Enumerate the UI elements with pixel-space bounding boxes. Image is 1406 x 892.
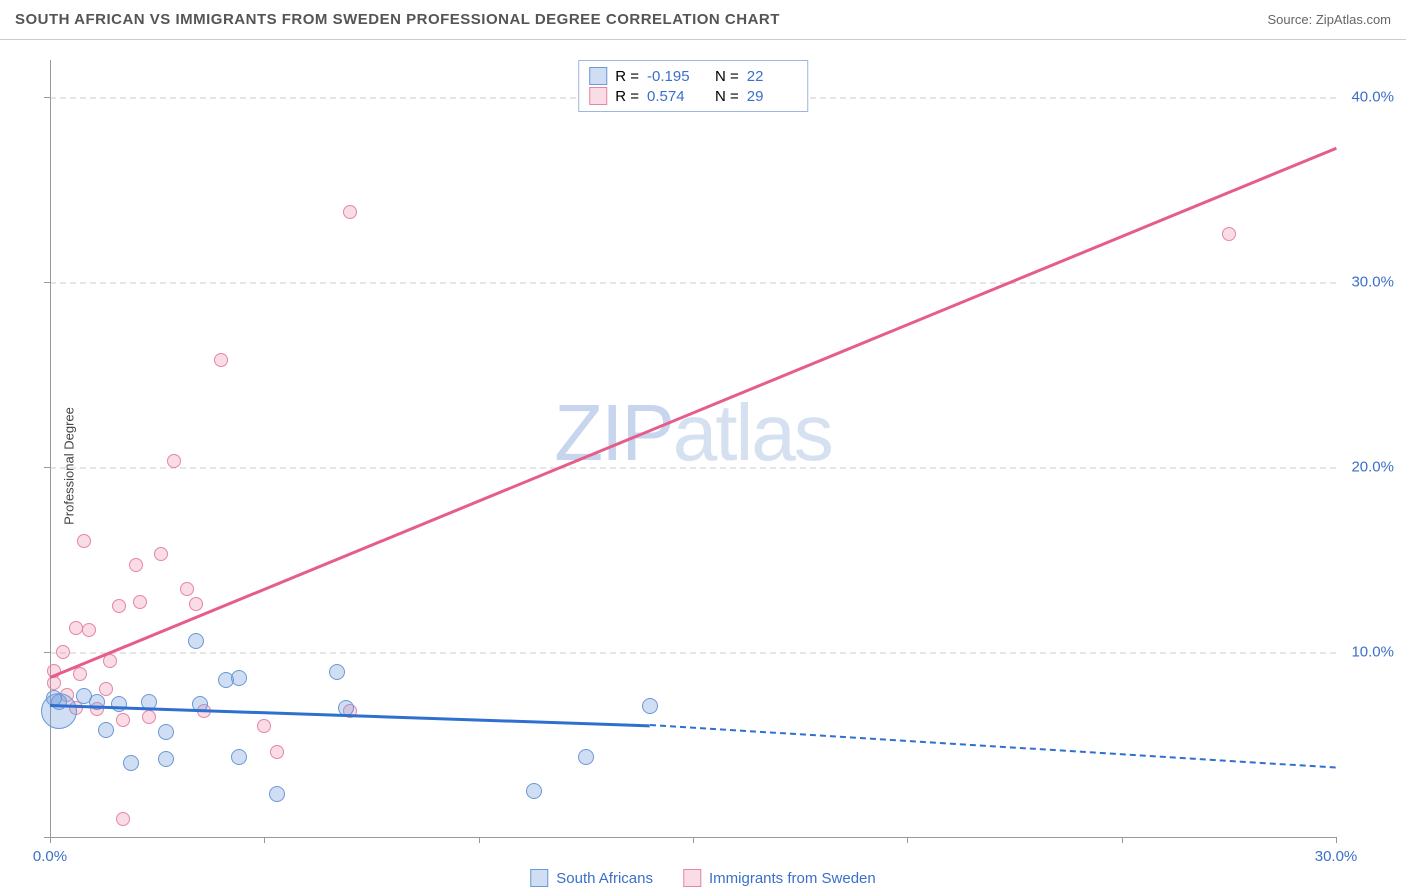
r-label: R =	[615, 68, 639, 85]
series-a-point	[578, 749, 594, 765]
trend-b-solid	[49, 147, 1336, 679]
series-b-point	[56, 645, 70, 659]
legend-item: South Africans	[530, 869, 653, 887]
y-tick	[44, 97, 50, 98]
y-tick-label: 30.0%	[1351, 274, 1394, 291]
y-tick-label: 20.0%	[1351, 459, 1394, 476]
x-tick	[907, 837, 908, 843]
x-tick	[1122, 837, 1123, 843]
source-attribution: Source: ZipAtlas.com	[1267, 12, 1391, 27]
series-a-point	[158, 751, 174, 767]
y-tick	[44, 467, 50, 468]
x-tick	[693, 837, 694, 843]
x-tick-label: 30.0%	[1315, 848, 1358, 865]
series-b-point	[214, 353, 228, 367]
series-a-point	[231, 749, 247, 765]
trend-a-dashed	[650, 724, 1336, 769]
series-a-point	[642, 698, 658, 714]
series-b-point	[69, 621, 83, 635]
series-b-point	[167, 454, 181, 468]
x-tick-label: 0.0%	[33, 848, 67, 865]
series-b-point	[154, 547, 168, 561]
series-b-point	[257, 719, 271, 733]
y-tick-label: 10.0%	[1351, 644, 1394, 661]
y-tick	[44, 282, 50, 283]
series-a-point	[98, 722, 114, 738]
x-tick	[264, 837, 265, 843]
gridline	[50, 652, 1336, 654]
n-value: 22	[747, 68, 797, 85]
series-a-point	[231, 670, 247, 686]
series-b-point	[270, 745, 284, 759]
legend-item: Immigrants from Sweden	[683, 869, 876, 887]
x-tick	[1336, 837, 1337, 843]
watermark: ZIPatlas	[554, 387, 831, 479]
swatch-icon	[530, 869, 548, 887]
y-tick	[44, 652, 50, 653]
gridline	[50, 467, 1336, 469]
watermark-atlas: atlas	[673, 388, 832, 477]
series-b-point	[343, 205, 357, 219]
series-a-point	[269, 786, 285, 802]
r-value: 0.574	[647, 88, 697, 105]
title-bar: SOUTH AFRICAN VS IMMIGRANTS FROM SWEDEN …	[0, 0, 1406, 40]
gridline	[50, 282, 1336, 284]
series-b-point	[129, 558, 143, 572]
series-b-point	[116, 713, 130, 727]
series-a-point	[526, 783, 542, 799]
x-tick	[479, 837, 480, 843]
series-b-point	[73, 667, 87, 681]
series-b-point	[180, 582, 194, 596]
series-b-point	[82, 623, 96, 637]
legend-label: Immigrants from Sweden	[709, 870, 876, 887]
series-a-point	[188, 633, 204, 649]
x-tick	[50, 837, 51, 843]
series-b-point	[189, 597, 203, 611]
chart-title: SOUTH AFRICAN VS IMMIGRANTS FROM SWEDEN …	[15, 11, 780, 28]
series-b-point	[77, 534, 91, 548]
chart-area: Professional Degree ZIPatlas R =-0.195N …	[0, 40, 1406, 892]
plot-region: ZIPatlas R =-0.195N =22R =0.574N =29 10.…	[50, 60, 1336, 837]
legend-label: South Africans	[556, 870, 653, 887]
series-b-point	[116, 812, 130, 826]
y-tick-label: 40.0%	[1351, 89, 1394, 106]
swatch-icon	[589, 67, 607, 85]
n-label: N =	[715, 68, 739, 85]
swatch-icon	[683, 869, 701, 887]
series-b-point	[47, 676, 61, 690]
swatch-icon	[589, 87, 607, 105]
series-b-point	[133, 595, 147, 609]
series-b-point	[1222, 227, 1236, 241]
legend-stat-row: R = -0.195 N = 22	[589, 67, 797, 85]
series-legend: South Africans Immigrants from Sweden	[530, 869, 875, 887]
legend-stat-row: R = 0.574 N = 29	[589, 87, 797, 105]
n-value: 29	[747, 88, 797, 105]
series-b-point	[112, 599, 126, 613]
series-a-point	[158, 724, 174, 740]
series-a-point	[123, 755, 139, 771]
y-tick	[44, 837, 50, 838]
n-label: N =	[715, 88, 739, 105]
r-label: R =	[615, 88, 639, 105]
correlation-legend: R = -0.195 N = 22 R = 0.574 N = 29	[578, 60, 808, 112]
r-value: -0.195	[647, 68, 697, 85]
series-b-point	[142, 710, 156, 724]
series-a-point	[329, 664, 345, 680]
